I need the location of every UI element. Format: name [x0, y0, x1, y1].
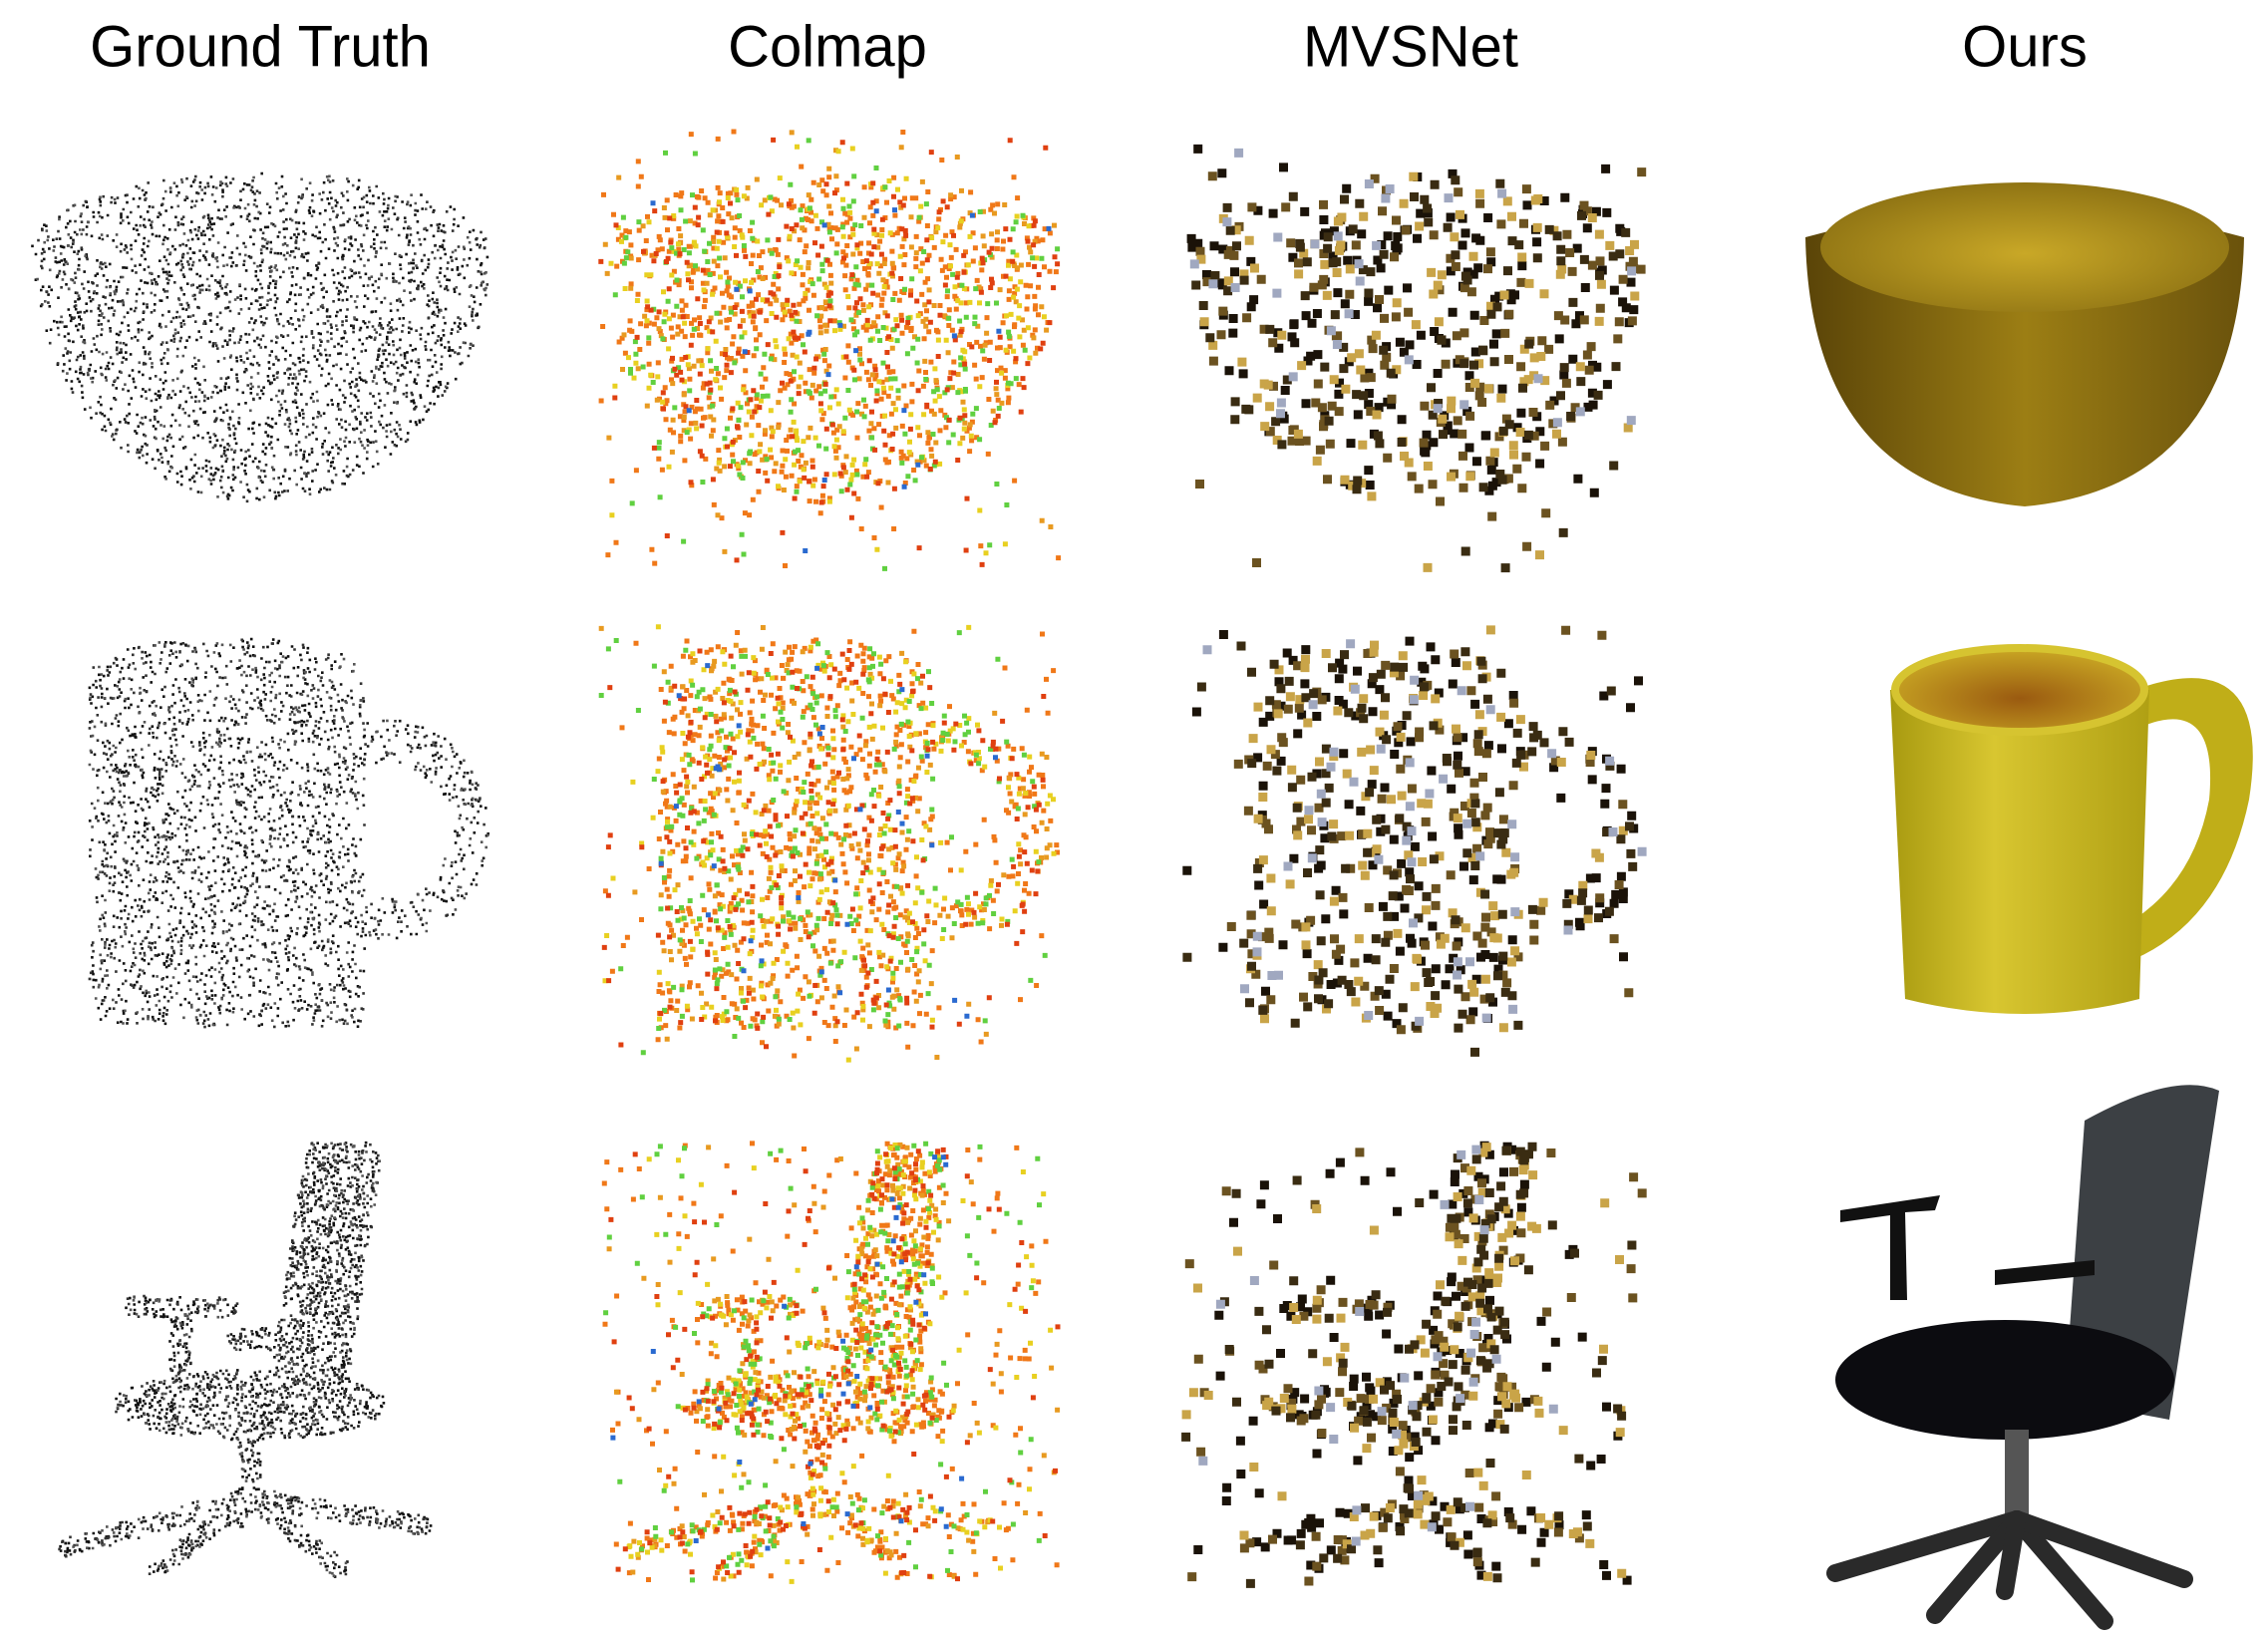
rendered-chair-arm	[1840, 1195, 1940, 1300]
point-cloud	[1184, 1146, 1647, 1586]
column-header: Colmap	[728, 14, 927, 79]
rendered-chair-leg	[1826, 1510, 2026, 1582]
point-cloud	[58, 1143, 429, 1576]
column-header: Ours	[1962, 14, 2088, 79]
rendered-bowl-inside	[1820, 182, 2229, 312]
point-cloud	[1196, 171, 1640, 572]
point-cloud	[598, 630, 1048, 1056]
point-cloud	[598, 625, 1053, 1060]
point-cloud	[37, 174, 489, 503]
point-cloud	[36, 174, 487, 498]
point-cloud	[1195, 167, 1647, 567]
point-cloud	[88, 637, 489, 1028]
rendered-mug-handle	[2134, 678, 2253, 959]
point-cloud	[59, 1141, 433, 1578]
rendered-mug	[1890, 690, 2149, 1014]
point-cloud	[1226, 625, 1634, 1035]
rendered-mug-inside	[1891, 644, 2148, 736]
column-header: MVSNet	[1303, 14, 1518, 79]
point-cloud	[1193, 1141, 1632, 1585]
rendered-chair-leg	[2008, 1510, 2193, 1588]
point-cloud	[608, 144, 1047, 556]
point-cloud	[88, 641, 489, 1027]
rendered-chair-arm	[1995, 1260, 2095, 1285]
point-cloud	[1186, 144, 1639, 497]
rendered-chair-leg	[1926, 1510, 2026, 1624]
point-cloud	[650, 200, 1052, 553]
rendered-chair-seat	[1835, 1320, 2174, 1440]
rendered-chair-column	[2005, 1430, 2029, 1519]
point-cloud	[598, 129, 1062, 568]
point-cloud	[601, 1141, 1060, 1582]
point-cloud	[602, 624, 1057, 1063]
point-cloud	[1181, 1142, 1637, 1588]
rendered-chair-leg	[2008, 1510, 2113, 1630]
rendered-chair-leg	[1996, 1510, 2026, 1600]
point-cloud	[31, 171, 489, 501]
column-header: Ground Truth	[90, 14, 431, 79]
point-cloud	[626, 1143, 1054, 1584]
point-cloud	[606, 1142, 1061, 1582]
point-cloud	[1202, 639, 1647, 1026]
